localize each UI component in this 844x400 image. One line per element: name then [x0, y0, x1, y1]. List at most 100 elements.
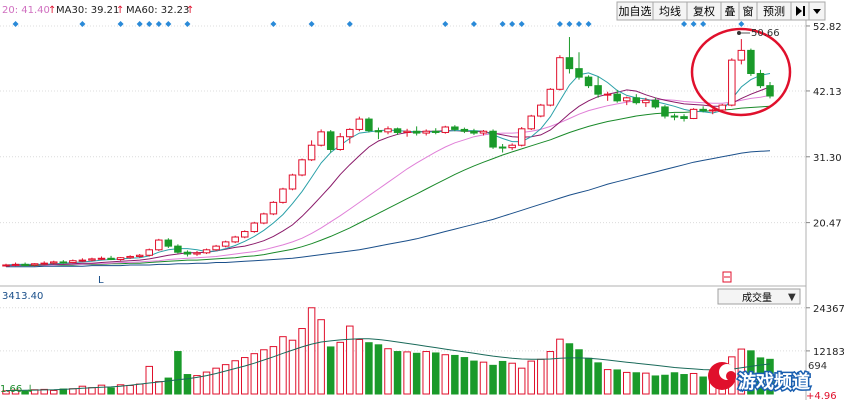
- volume-bar: [174, 351, 182, 395]
- price-panel[interactable]: 52.82 42.13 31.30 20.47 50.66 L: [0, 20, 842, 400]
- candle: [231, 235, 239, 244]
- candle: [441, 125, 450, 134]
- signal-diamond-icon[interactable]: [117, 21, 124, 27]
- signal-diamond-icon[interactable]: [308, 21, 315, 27]
- volume-bar: [651, 375, 660, 395]
- peak-annotation-label: 50.66: [751, 28, 780, 39]
- volume-bar: [479, 361, 488, 395]
- candle-body: [537, 104, 545, 117]
- toolbar-button-label[interactable]: 叠: [725, 5, 736, 18]
- candle-body: [432, 130, 440, 133]
- candle-body: [728, 59, 736, 106]
- candle-body: [517, 128, 526, 146]
- signal-diamond-icon[interactable]: [346, 21, 353, 27]
- toolbar-button-label[interactable]: 加自选: [619, 5, 652, 18]
- toolbar-button-label[interactable]: 预测: [763, 5, 785, 18]
- candle: [250, 221, 259, 233]
- candle: [460, 127, 469, 134]
- signal-diamond-icon[interactable]: [270, 21, 277, 27]
- volume-tick-label: 12183: [813, 347, 844, 358]
- volume-tick-label: 24367: [813, 304, 844, 315]
- candle-body: [164, 239, 173, 247]
- volume-bar: [747, 350, 755, 395]
- volume-header-value: 3413.40: [2, 291, 43, 302]
- candle-body: [451, 126, 459, 130]
- signal-diamond-icon[interactable]: [738, 21, 745, 27]
- signal-diamond-icon[interactable]: [136, 21, 143, 27]
- candle: [498, 144, 507, 153]
- signal-diamond-icon[interactable]: [12, 21, 19, 27]
- signal-diamond-icon[interactable]: [155, 21, 162, 27]
- candle: [470, 128, 478, 135]
- volume-bars: [2, 307, 774, 395]
- signal-diamond-icon[interactable]: [470, 21, 477, 27]
- candle-body: [355, 118, 364, 130]
- signal-diamond-icon[interactable]: [499, 21, 506, 27]
- signal-diamond-icon[interactable]: [576, 21, 582, 27]
- volume-selector-label: 成交量: [742, 291, 772, 304]
- toolbar-button-label[interactable]: 窗: [743, 4, 754, 18]
- down-arrow-icon: ↓: [26, 384, 34, 395]
- candle: [2, 263, 10, 267]
- volume-bar: [317, 319, 325, 395]
- toolbar-button-label[interactable]: 复权: [693, 4, 715, 18]
- volume-bar: [212, 367, 220, 395]
- ma60-up-arrow-icon: ↑: [186, 5, 194, 16]
- signal-diamond-icon[interactable]: [518, 21, 525, 27]
- candle: [632, 94, 641, 105]
- candle-body: [135, 254, 144, 257]
- candle-body: [107, 257, 115, 261]
- signal-diamond-icon[interactable]: [700, 21, 707, 27]
- signal-diamond-icon[interactable]: [184, 21, 191, 27]
- volume-bar: [470, 360, 478, 395]
- candle: [40, 261, 48, 265]
- candle-body: [241, 231, 249, 238]
- candle: [202, 248, 211, 255]
- signal-diamond-icon[interactable]: [566, 21, 573, 27]
- ma30-up-arrow-icon: ↑: [116, 5, 124, 16]
- volume-panel[interactable]: 3413.40 成交量 ▼ 24367 12183 1.66 ↓ 694 +4.9…: [0, 288, 844, 400]
- signal-diamond-icon[interactable]: [146, 21, 153, 27]
- candle-body: [174, 245, 182, 253]
- candle-body: [221, 241, 230, 247]
- candle-body: [346, 128, 354, 138]
- ma-legend: 20: 41.40 ↑ MA30: 39.21 ↑ MA60: 32.23 ↑: [2, 5, 194, 16]
- volume-bar: [88, 387, 96, 395]
- price-axis: 52.82 42.13 31.30 20.47: [805, 20, 842, 400]
- chevron-down-icon[interactable]: ▼: [788, 292, 796, 303]
- candle-body: [556, 57, 564, 90]
- candle: [59, 260, 68, 264]
- volume-bar: [116, 384, 125, 395]
- volume-bar: [78, 385, 87, 395]
- candle-body: [269, 201, 278, 215]
- chart-toolbar[interactable]: 加自选 均线 复权叠窗预测: [616, 1, 826, 21]
- signal-diamond-icon[interactable]: [690, 21, 697, 27]
- volume-bar: [412, 352, 421, 395]
- toolbar-button-label[interactable]: 均线: [659, 4, 681, 18]
- candle: [78, 258, 87, 262]
- candle-body: [508, 144, 516, 149]
- candle: [317, 129, 325, 147]
- candle: [374, 127, 383, 140]
- candle-body: [498, 146, 507, 149]
- candle-body: [489, 130, 497, 148]
- signal-diamond-icon[interactable]: [79, 21, 86, 27]
- signal-diamond-icon[interactable]: [509, 21, 516, 27]
- volume-indicator-selector[interactable]: 成交量 ▼: [717, 288, 801, 305]
- candle: [346, 128, 354, 144]
- signal-diamond-icon[interactable]: [165, 21, 172, 27]
- volume-selector-box[interactable]: [717, 288, 801, 305]
- volume-bar: [699, 376, 707, 395]
- candle: [279, 187, 287, 204]
- candle: [403, 128, 411, 137]
- candle-body: [116, 257, 125, 261]
- signal-diamond-icon[interactable]: [442, 21, 449, 27]
- candle: [241, 230, 249, 239]
- signal-diamond-icon[interactable]: [585, 21, 592, 27]
- candle: [21, 262, 29, 266]
- signal-diamond-icon[interactable]: [556, 21, 563, 27]
- candle-body: [40, 262, 48, 265]
- signal-diamond-icon[interactable]: [681, 21, 688, 27]
- volume-bar: [575, 349, 583, 395]
